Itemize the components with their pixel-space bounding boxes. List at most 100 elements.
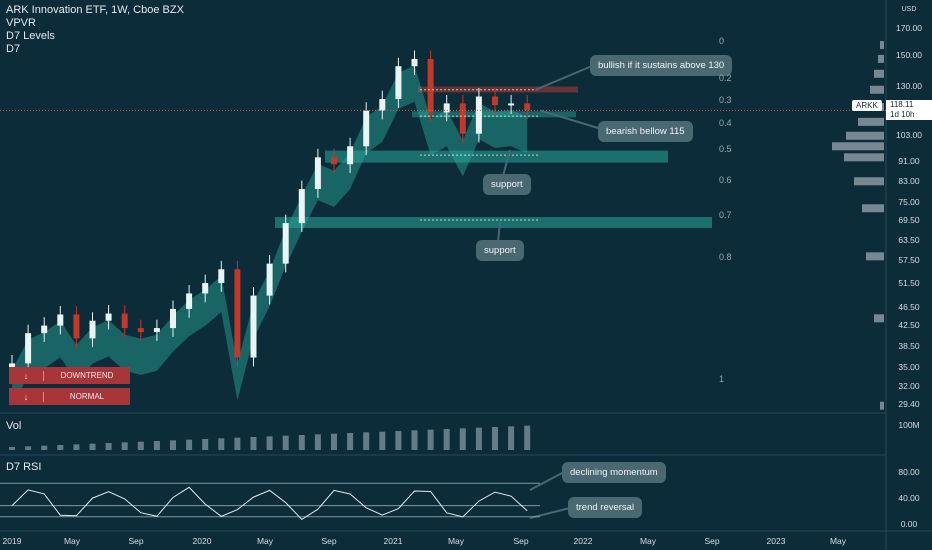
callout-support-2: support <box>476 240 524 261</box>
fib-label: 0.6 <box>719 175 732 185</box>
x-tick: May <box>256 536 274 546</box>
volume-bar <box>73 444 80 450</box>
x-tick: Sep <box>513 536 529 546</box>
volume-profile-bar <box>880 41 884 50</box>
price-tag-countdown: 1d 10h <box>890 110 915 119</box>
volume-label: Vol <box>6 420 22 432</box>
candle-body <box>282 223 289 264</box>
volume-bar <box>186 439 193 450</box>
fib-label: 0.3 <box>719 95 732 105</box>
price-tick: 83.00 <box>898 176 920 186</box>
volume-bar <box>105 443 112 450</box>
x-tick: May <box>63 536 81 546</box>
rsi-line <box>11 486 528 521</box>
indicator-d7-levels[interactable]: D7 Levels <box>6 30 55 42</box>
volume-profile-bar <box>874 314 884 323</box>
volume-axis-tick: 100M <box>898 420 920 430</box>
callout-bullish: bullish if it sustains above 130 <box>590 55 733 76</box>
legend-normal: ↓ NORMAL <box>9 388 130 405</box>
x-tick: May <box>639 536 657 546</box>
x-tick: 2022 <box>573 536 593 546</box>
bearish-level-zone <box>412 111 576 118</box>
price-tick: 69.50 <box>898 215 920 225</box>
price-tick: 170.00 <box>896 23 922 33</box>
callout-pointer <box>497 221 501 243</box>
indicator-vpvr[interactable]: VPVR <box>6 17 36 29</box>
price-tick: 42.50 <box>898 320 920 330</box>
volume-bar <box>379 431 386 450</box>
candle-body <box>427 58 434 113</box>
candle-body <box>202 283 209 294</box>
candle-body <box>379 99 386 111</box>
candle-body <box>186 293 193 309</box>
candle-body <box>524 103 531 111</box>
volume-profile-bar <box>858 117 884 126</box>
x-tick: 2020 <box>192 536 212 546</box>
chart-title: ARK Innovation ETF, 1W, Cboe BZX <box>6 4 184 16</box>
fib-label: 0.4 <box>719 118 732 128</box>
volume-profile-bar <box>866 252 884 261</box>
volume-bar <box>331 433 337 450</box>
x-tick: May <box>829 536 847 546</box>
candle-body <box>411 58 418 67</box>
volume-profile-bar <box>854 177 884 186</box>
volume-bar <box>395 431 402 450</box>
price-tick: 35.00 <box>898 362 920 372</box>
arrow-down-icon: ↓ <box>9 391 44 402</box>
currency-label: USD <box>901 6 917 13</box>
volume-bar <box>218 438 225 450</box>
arrow-down-icon: ↓ <box>9 370 44 381</box>
x-tick: Sep <box>321 536 337 546</box>
price-tick: 75.00 <box>898 197 920 207</box>
volume-bar <box>459 428 466 450</box>
candle-body <box>25 333 32 364</box>
candle-body <box>347 146 354 165</box>
volume-bar <box>202 439 209 450</box>
callout-pointer <box>534 65 593 91</box>
volume-profile-bar <box>880 401 884 410</box>
support-zone-1 <box>325 150 668 163</box>
volume-bar <box>57 445 64 450</box>
candle-body <box>9 363 15 370</box>
x-tick: Sep <box>128 536 144 546</box>
volume-bar <box>89 443 96 450</box>
volume-profile-bar <box>846 131 884 140</box>
volume-bar <box>475 427 482 450</box>
volume-bar <box>298 435 305 450</box>
price-tag: 118.11 1d 10h <box>886 100 932 120</box>
candle-body <box>266 263 273 296</box>
candle-body <box>331 157 337 165</box>
rsi-label: D7 RSI <box>6 461 42 473</box>
candle-body <box>137 328 144 333</box>
volume-bar <box>492 427 498 450</box>
x-tick: 2023 <box>766 536 786 546</box>
volume-bar <box>121 442 128 450</box>
indicator-d7[interactable]: D7 <box>6 43 21 55</box>
price-tick: 32.00 <box>898 381 920 391</box>
x-tick: Sep <box>704 536 720 546</box>
fib-label: 0 <box>719 36 725 46</box>
callout-support-1: support <box>483 174 531 195</box>
rsi-tick: 80.00 <box>898 467 920 477</box>
candle-body <box>121 313 128 329</box>
price-tick: 103.00 <box>896 130 922 140</box>
candle-body <box>170 308 176 329</box>
candle-body <box>250 295 257 358</box>
candle-body <box>218 269 225 284</box>
callout-pointer <box>529 471 565 491</box>
fib-label: 1 <box>719 374 725 384</box>
volume-bar <box>524 425 531 450</box>
price-tick: 57.50 <box>898 255 920 265</box>
rsi-tick: 0.00 <box>900 519 918 529</box>
callout-trend-reversal: trend reversal <box>568 497 643 518</box>
volume-profile-bar <box>832 142 884 151</box>
volume-bar <box>411 430 418 450</box>
x-tick: 2019 <box>2 536 22 546</box>
volume-bar <box>266 436 273 450</box>
price-tick: 51.50 <box>898 278 920 288</box>
fib-label: 0.7 <box>719 210 732 220</box>
support-zone-2 <box>275 217 712 229</box>
candle-body <box>395 66 402 100</box>
